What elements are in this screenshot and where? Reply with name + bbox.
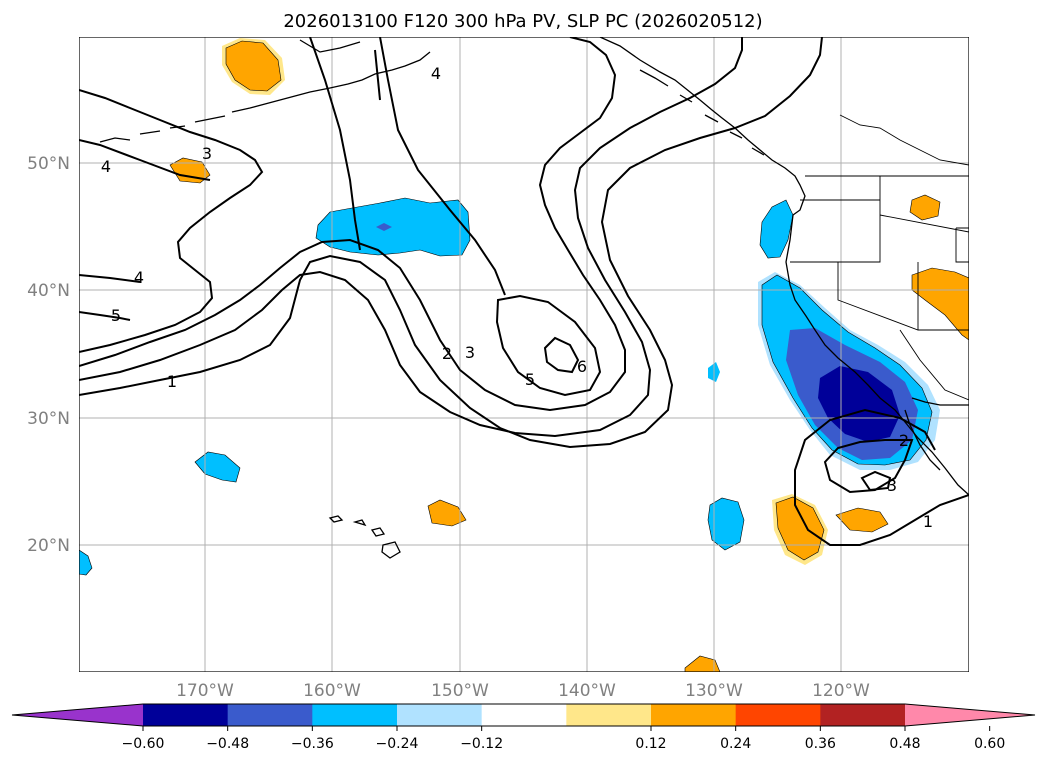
colorbar-tick-label: 0.48 bbox=[889, 736, 920, 752]
colorbar-segment bbox=[566, 704, 652, 726]
contour-label: 2 bbox=[442, 344, 452, 363]
colorbar-tick-label: 0.24 bbox=[720, 736, 751, 752]
pv-area-hawaii bbox=[427, 499, 467, 527]
colorbar-segment bbox=[651, 704, 737, 726]
contour-north bbox=[309, 37, 506, 296]
colorbar-segments bbox=[12, 704, 1035, 726]
contour-low-outer bbox=[794, 408, 969, 546]
lon-label: 130°W bbox=[685, 681, 743, 701]
pv-area-idaho bbox=[909, 194, 941, 221]
colorbar-segment bbox=[312, 704, 398, 726]
colorbar-extend-max bbox=[905, 704, 1035, 726]
pv-core-north-pacific bbox=[376, 223, 392, 231]
canada-islands bbox=[639, 69, 765, 156]
pv-area-great-basin bbox=[911, 267, 969, 341]
colorbar-ticks: −0.60 −0.48 −0.36 −0.24 −0.12 0.12 0.24 0.36 0.4… bbox=[122, 726, 1005, 752]
contour-3 bbox=[79, 37, 626, 412]
pv-area-baja bbox=[835, 507, 889, 533]
pv-area-subtropics bbox=[775, 496, 825, 561]
pv-area-hawaii-west bbox=[194, 451, 241, 483]
colorbar-tick-label: −0.12 bbox=[460, 736, 503, 752]
contour-label: 2 bbox=[899, 431, 909, 450]
lon-label: 160°W bbox=[303, 681, 361, 701]
slp-contour-labels: 1 2 3 4 5 6 3 4 4 5 1 2 3 bbox=[101, 64, 933, 531]
contour-4 bbox=[79, 89, 264, 353]
colorbar-extend-min bbox=[12, 704, 143, 726]
pv-area-aleutian bbox=[225, 40, 282, 92]
contour-label: 5 bbox=[525, 370, 535, 389]
canada-inland bbox=[839, 114, 969, 166]
baja-coast bbox=[904, 397, 969, 471]
contour-high-center bbox=[495, 294, 602, 397]
map-title: 2026013100 F120 300 hPa PV, SLP PC (2026… bbox=[283, 11, 762, 32]
colorbar-segment bbox=[735, 704, 821, 726]
colorbar: −0.60 −0.48 −0.36 −0.24 −0.12 0.12 0.24 0.36 0.4… bbox=[11, 703, 1036, 752]
contour-label: 3 bbox=[202, 144, 212, 163]
graticule bbox=[79, 37, 969, 672]
state-borders bbox=[790, 176, 969, 401]
colorbar-segment bbox=[397, 704, 483, 726]
contour-west-inner bbox=[79, 274, 141, 321]
lon-label: 120°W bbox=[812, 681, 870, 701]
pv-positive-shading bbox=[169, 38, 969, 672]
pv-area-central-pacific bbox=[707, 497, 745, 551]
contour-label: 3 bbox=[887, 476, 897, 495]
lon-label: 140°W bbox=[558, 681, 616, 701]
colorbar-tick-label: 0.60 bbox=[974, 736, 1005, 752]
contour-label: 4 bbox=[134, 268, 144, 287]
lat-label: 40°N bbox=[27, 281, 70, 301]
colorbar-segment bbox=[227, 704, 313, 726]
us-west-coast bbox=[785, 214, 969, 496]
lon-label: 150°W bbox=[431, 681, 489, 701]
contour-label: 1 bbox=[923, 512, 933, 531]
contour-low-inner bbox=[860, 470, 892, 492]
pv-area-south-edge bbox=[684, 655, 721, 672]
lon-label: 170°W bbox=[176, 681, 234, 701]
lat-label: 20°N bbox=[27, 536, 70, 556]
contour-2 bbox=[79, 37, 743, 438]
colorbar-tick-label: 0.12 bbox=[635, 736, 666, 752]
colorbar-tick-label: −0.48 bbox=[206, 736, 249, 752]
lat-label: 30°N bbox=[27, 409, 70, 429]
contour-label: 5 bbox=[111, 306, 121, 325]
hawaii-islands bbox=[328, 515, 401, 559]
colorbar-tick-label: −0.36 bbox=[291, 736, 334, 752]
contour-high-inner bbox=[543, 336, 580, 374]
colorbar-segment bbox=[820, 704, 906, 726]
pv-area-west-small bbox=[169, 157, 211, 184]
contour-label: 4 bbox=[101, 157, 111, 176]
contour-label: 1 bbox=[167, 372, 177, 391]
latitude-labels: 50°N 40°N 30°N 20°N bbox=[27, 154, 70, 556]
colorbar-tick-label: −0.24 bbox=[376, 736, 419, 752]
contour-low-middle bbox=[823, 439, 914, 494]
colorbar-tick-label: −0.60 bbox=[122, 736, 165, 752]
slp-contours bbox=[79, 37, 969, 546]
contour-label: 6 bbox=[577, 357, 587, 376]
pv-area-oregon-coast bbox=[759, 199, 794, 259]
colorbar-segment bbox=[143, 704, 229, 726]
contour-west-top bbox=[79, 139, 211, 181]
contour-1 bbox=[79, 37, 823, 449]
map-panel: 1 2 3 4 5 6 3 4 4 5 1 2 3 bbox=[79, 37, 969, 672]
longitude-labels: 170°W 160°W 150°W 140°W 130°W 120°W bbox=[176, 681, 870, 701]
pv-area-west-edge bbox=[79, 549, 93, 576]
contour-label: 3 bbox=[465, 343, 475, 362]
lat-label: 50°N bbox=[27, 154, 70, 174]
colorbar-tick-label: 0.36 bbox=[805, 736, 836, 752]
contour-label: 4 bbox=[431, 64, 441, 83]
pv-core-california bbox=[818, 366, 900, 442]
colorbar-segment bbox=[481, 704, 567, 726]
